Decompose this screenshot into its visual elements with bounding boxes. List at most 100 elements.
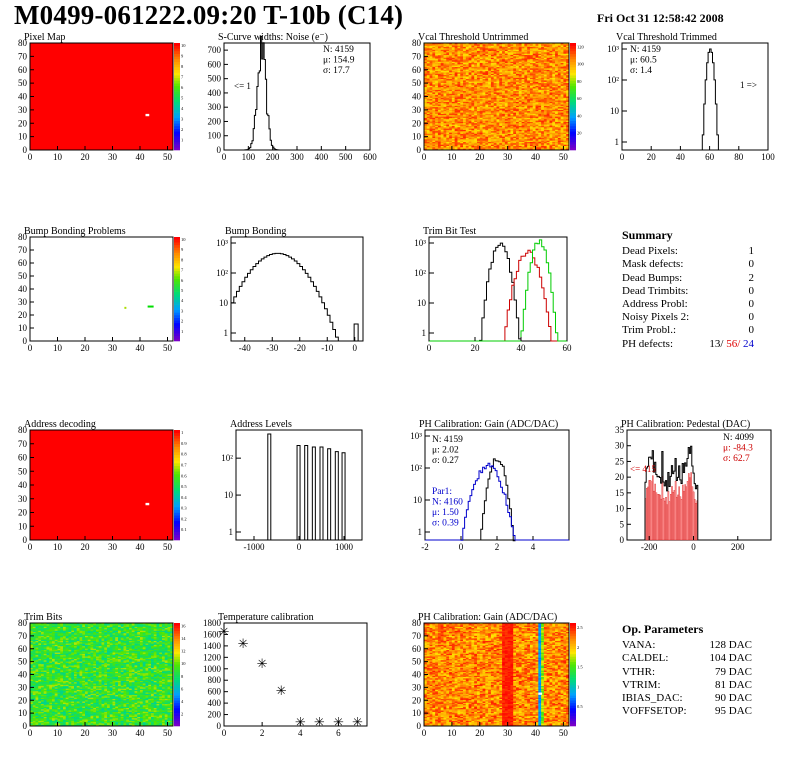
heatmap-cell [437, 73, 442, 76]
heatmap-cell [485, 147, 489, 149]
heatmap-cell [518, 93, 522, 96]
heatmap-cell [529, 115, 534, 117]
heatmap-cell [496, 128, 500, 131]
heatmap-cell [460, 119, 464, 121]
heatmap-cell [516, 97, 520, 100]
heatmap-cell [449, 136, 453, 139]
heatmap-cell [546, 89, 550, 92]
heatmap-cell [496, 93, 500, 96]
heatmap-cell [555, 76, 559, 79]
heatmap-cell [482, 53, 486, 56]
heatmap-cell [529, 128, 534, 131]
heatmap-cell [463, 75, 467, 77]
heatmap-cell [566, 52, 570, 54]
heatmap-cell [510, 69, 514, 72]
heatmap-cell [527, 92, 531, 95]
heatmap-cell [566, 92, 570, 95]
heatmap-cell [432, 105, 436, 108]
heatmap-cell [471, 45, 475, 48]
heatmap-cell [437, 139, 442, 141]
heatmap-cell [502, 68, 506, 71]
heatmap-cell [524, 112, 528, 115]
heatmap-cell [454, 73, 458, 76]
heatmap-cell [507, 80, 511, 83]
heatmap-cell [541, 80, 545, 83]
heatmap-cell [482, 100, 486, 103]
heatmap-cell [474, 116, 478, 119]
heatmap-cell [543, 139, 547, 141]
heatmap-cell [457, 125, 461, 128]
heatmap-cell [474, 68, 478, 71]
heatmap-cell [482, 116, 486, 119]
heatmap-cell [474, 57, 478, 60]
heatmap-cell [482, 57, 486, 60]
heatmap-cell [516, 112, 520, 115]
heatmap-cell [563, 124, 567, 127]
heatmap-cell [557, 143, 561, 145]
heatmap-cell [490, 113, 495, 116]
heatmap-cell [435, 67, 439, 69]
heatmap-cell [479, 128, 483, 131]
heatmap-cell [557, 53, 561, 56]
heatmap-cell [440, 77, 444, 80]
heatmap-cell [435, 55, 439, 57]
palette-cell [174, 255, 180, 259]
heatmap-cell [549, 51, 553, 53]
y-tick-label: 10 [224, 490, 234, 500]
heatmap-cell [435, 129, 439, 132]
heatmap-cell [449, 104, 453, 107]
heatmap-cell [535, 143, 539, 145]
heatmap-cell [507, 65, 511, 68]
heatmap-cell [429, 96, 433, 99]
heatmap-cell [460, 103, 464, 105]
heatmap-cell [463, 132, 467, 135]
heatmap-cell [468, 92, 472, 95]
heatmap-cell [490, 112, 495, 115]
heatmap-cell [563, 45, 567, 48]
heatmap-cell [541, 60, 545, 63]
heatmap-cell [435, 56, 439, 59]
heatmap-cell [518, 95, 522, 97]
heatmap-cell [437, 107, 442, 109]
heatmap-cell [474, 53, 478, 56]
heatmap-cell [424, 72, 428, 75]
heatmap-cell [549, 132, 553, 135]
heatmap-cell [429, 61, 433, 64]
heatmap-cell [449, 65, 453, 68]
heatmap-cell [474, 84, 478, 87]
heatmap-cell [502, 71, 506, 73]
heatmap-cell [560, 127, 564, 129]
heatmap-cell [563, 141, 567, 144]
heatmap-cell [429, 72, 433, 75]
heatmap-cell [532, 105, 536, 108]
pedestal-red-bar [658, 494, 660, 541]
heatmap-cell [424, 133, 428, 136]
heatmap-cell [516, 71, 520, 73]
heatmap-cell [457, 79, 461, 81]
palette-cell [174, 144, 180, 148]
heatmap-cell [426, 148, 430, 151]
heatmap-cell [424, 125, 428, 128]
heatmap-cell [443, 125, 447, 128]
heatmap-cell [549, 92, 553, 95]
heatmap-cell [529, 99, 534, 101]
heatmap-cell [454, 143, 458, 145]
heatmap-cell [437, 69, 442, 72]
heatmap-cell [482, 140, 486, 143]
heatmap-cell [440, 100, 444, 103]
heatmap-cell [496, 105, 500, 108]
pedestal-red-bar [646, 487, 648, 541]
heatmap-cell [529, 85, 534, 88]
heatmap-cell [504, 67, 508, 69]
heatmap-cell [493, 112, 497, 115]
heatmap-cell [521, 148, 525, 151]
heatmap-cell [546, 129, 550, 132]
heatmap-cell [429, 43, 433, 45]
heatmap-cell [493, 53, 497, 56]
heatmap-cell [541, 69, 545, 72]
heatmap-cell [468, 56, 472, 59]
heatmap-cell [471, 108, 475, 111]
heatmap-cell [527, 127, 531, 129]
heatmap-cell [457, 137, 461, 140]
heatmap-cell [507, 84, 511, 87]
